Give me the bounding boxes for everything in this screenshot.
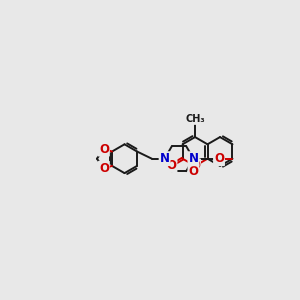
- Text: O: O: [99, 162, 109, 175]
- Text: N: N: [160, 152, 170, 165]
- Text: O: O: [167, 159, 176, 172]
- Text: O: O: [188, 165, 198, 178]
- Text: O: O: [214, 152, 224, 165]
- Text: N: N: [188, 152, 198, 165]
- Text: O: O: [190, 159, 200, 172]
- Text: CH₃: CH₃: [185, 114, 205, 124]
- Text: O: O: [99, 143, 109, 156]
